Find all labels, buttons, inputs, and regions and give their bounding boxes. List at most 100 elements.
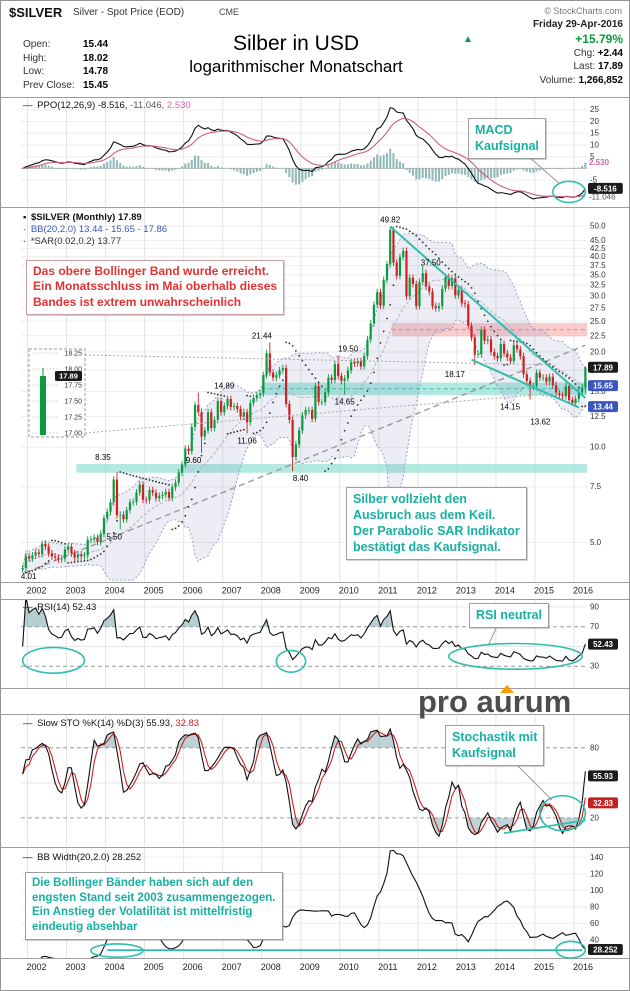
svg-text:2010: 2010: [339, 962, 359, 972]
svg-text:2008: 2008: [261, 586, 281, 596]
svg-text:15.0: 15.0: [590, 387, 606, 396]
svg-text:30.0: 30.0: [590, 292, 606, 301]
percent-change-row: ▲ +15.79%: [463, 32, 623, 47]
svg-text:2003: 2003: [66, 586, 86, 596]
macd-buy-signal-note: MACD Kaufsignal: [468, 118, 546, 159]
svg-text:80: 80: [590, 743, 599, 752]
svg-text:5.50: 5.50: [106, 532, 122, 541]
rsi-line-marker: —: [23, 602, 33, 613]
stochastic-line-marker: —: [23, 718, 33, 729]
svg-text:8.35: 8.35: [95, 453, 111, 462]
svg-text:18.00: 18.00: [64, 367, 82, 374]
svg-text:50.0: 50.0: [590, 222, 606, 231]
svg-text:2005: 2005: [144, 586, 164, 596]
ppo-line-value: -8.516,: [97, 100, 128, 111]
svg-text:35.0: 35.0: [590, 271, 606, 280]
title-line1: Silber in USD: [232, 32, 360, 55]
svg-text:60: 60: [590, 919, 599, 928]
svg-text:8.40: 8.40: [293, 474, 309, 483]
svg-text:2015: 2015: [534, 586, 554, 596]
svg-text:14.15: 14.15: [500, 402, 521, 411]
svg-text:2003: 2003: [66, 962, 86, 972]
chart-title: Silber in USD logarithmischer Monatschar…: [141, 32, 451, 77]
rsi-neutral-note: RSI neutral: [469, 603, 549, 628]
volume-row: Volume: 1,266,852: [463, 74, 623, 88]
svg-text:2008: 2008: [261, 962, 281, 972]
svg-text:17.75: 17.75: [64, 383, 82, 390]
svg-text:7.5: 7.5: [590, 482, 602, 491]
svg-text:11.06: 11.06: [237, 436, 257, 445]
chg-value: +2.44: [597, 47, 623, 59]
exchange: CME: [219, 7, 239, 17]
svg-text:17.89: 17.89: [59, 372, 78, 381]
svg-text:52.43: 52.43: [593, 640, 614, 649]
high-label: High:: [23, 52, 47, 64]
price-last: 17.89: [117, 212, 142, 223]
svg-text:-11.046: -11.046: [589, 193, 616, 202]
svg-text:10: 10: [590, 140, 599, 149]
svg-text:2004: 2004: [105, 962, 125, 972]
svg-text:28.252: 28.252: [593, 946, 618, 955]
svg-text:70: 70: [590, 622, 599, 631]
svg-text:2013: 2013: [456, 586, 476, 596]
bbwidth-squeeze-note: Die Bollinger Bänder haben sich auf den …: [25, 872, 283, 940]
quote-open-row: Open: 15.44: [23, 38, 108, 52]
svg-text:80: 80: [590, 902, 599, 911]
svg-text:25: 25: [590, 105, 599, 114]
price-legend: ▪ $SILVER (Monthly) 17.89: [23, 212, 142, 223]
svg-text:42.5: 42.5: [590, 244, 606, 253]
svg-text:2002: 2002: [26, 586, 46, 596]
svg-text:18.25: 18.25: [64, 351, 82, 358]
svg-text:22.5: 22.5: [590, 331, 606, 340]
svg-text:2009: 2009: [300, 586, 320, 596]
rsi-value: 52.43: [72, 602, 97, 613]
stochastic-legend: — Slow STO %K(14) %D(3) 55.93, 32.83: [23, 718, 199, 729]
svg-text:13.44: 13.44: [593, 403, 614, 412]
svg-text:10.0: 10.0: [590, 443, 606, 452]
change-row: Chg: +2.44: [463, 47, 623, 61]
pro-aurum-wordmark: pro aurum: [418, 684, 572, 719]
svg-text:15.65: 15.65: [593, 382, 614, 391]
svg-text:45.0: 45.0: [590, 236, 606, 245]
last-label: Last:: [573, 61, 596, 72]
svg-text:40.0: 40.0: [590, 252, 606, 261]
svg-text:100: 100: [590, 886, 604, 895]
svg-text:2013: 2013: [456, 962, 476, 972]
svg-text:140: 140: [590, 853, 604, 862]
open-value: 15.44: [83, 39, 109, 51]
volume-value: 1,266,852: [578, 74, 624, 86]
svg-text:9.60: 9.60: [186, 456, 202, 465]
open-label: Open:: [23, 39, 51, 51]
last-row: Last: 17.89: [463, 60, 624, 74]
svg-text:32.5: 32.5: [590, 281, 606, 290]
quote-low-row: Low: 14.78: [23, 65, 108, 79]
svg-text:20.0: 20.0: [590, 347, 606, 356]
rsi-legend: — RSI(14) 52.43: [23, 602, 96, 613]
ppo-histogram-value: 2.530: [166, 100, 191, 111]
svg-text:-8.516: -8.516: [594, 184, 617, 193]
quote-summary: Open: 15.44 High: 18.02 Low: 14.78 Prev Clo…: [23, 38, 108, 92]
bbwidth-line-marker: —: [23, 852, 33, 863]
price-symbol: $SILVER (Monthly): [31, 212, 116, 223]
rsi-title: RSI(14): [37, 602, 70, 613]
chart-header: $SILVER Silver - Spot Price (EOD) CME © …: [1, 1, 629, 97]
svg-text:5.0: 5.0: [590, 538, 602, 547]
svg-text:2005: 2005: [144, 962, 164, 972]
high-value: 18.02: [83, 52, 109, 64]
svg-text:17.50: 17.50: [64, 399, 82, 406]
quote-high-row: High: 18.02: [23, 52, 108, 66]
symbol-description: Silver - Spot Price (EOD): [73, 7, 185, 18]
stochastic-title: Slow STO %K(14) %D(3): [37, 718, 144, 729]
svg-text:2007: 2007: [222, 586, 242, 596]
quote-change-block: Friday 29-Apr-2016 ▲ +15.79% Chg: +2.44 …: [463, 18, 623, 87]
svg-text:18.17: 18.17: [445, 370, 466, 379]
ppo-title: PPO(12,26,9): [37, 100, 96, 111]
bollinger-legend: · BB(20,2.0) 13.44 - 15.65 - 17.86: [23, 224, 167, 235]
svg-text:21.44: 21.44: [252, 331, 273, 340]
bollinger-values: BB(20,2.0) 13.44 - 15.65 - 17.86: [30, 224, 168, 235]
symbol: $SILVER: [9, 5, 63, 20]
svg-text:17.00: 17.00: [64, 431, 82, 438]
svg-text:2012: 2012: [417, 586, 437, 596]
quote-date: Friday 29-Apr-2016: [532, 19, 623, 30]
